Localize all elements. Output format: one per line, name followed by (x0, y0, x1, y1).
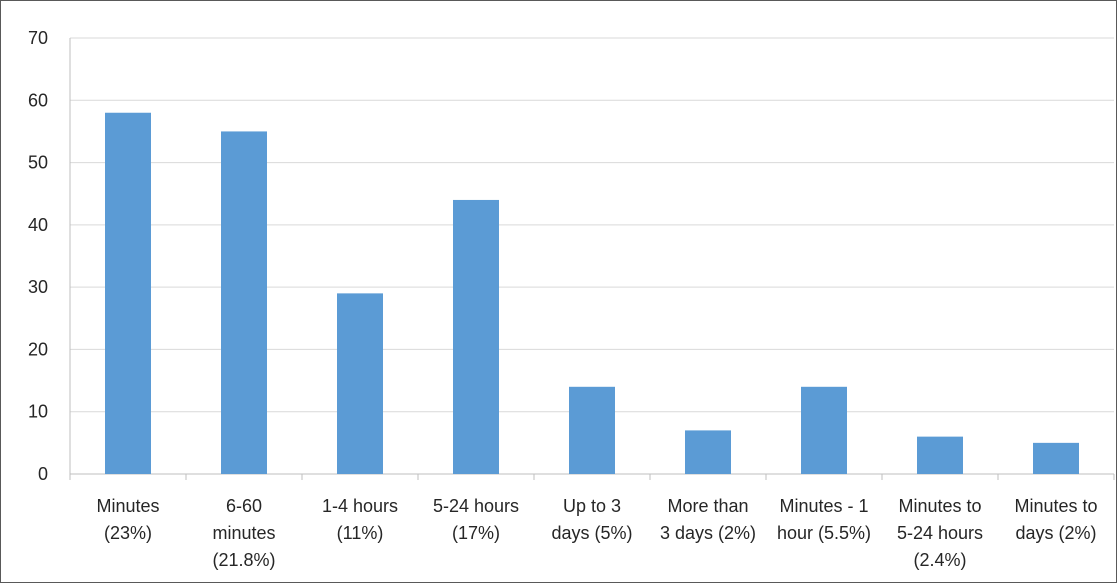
x-category-label: More than 3 days (2%) (660, 496, 756, 543)
x-category-label-line: 3 days (2%) (660, 523, 756, 543)
bar (917, 436, 963, 474)
bar (221, 131, 267, 474)
bar (569, 386, 615, 474)
x-category-label-line: Minutes (96, 496, 159, 516)
bar (685, 430, 731, 474)
y-tick-label: 50 (28, 153, 48, 173)
y-tick-label: 20 (28, 339, 48, 359)
bar (453, 199, 499, 474)
x-category-label-line: minutes (212, 523, 275, 543)
y-tick-label: 30 (28, 277, 48, 297)
bar (105, 112, 151, 474)
bar (337, 293, 383, 474)
x-category-label: Minutes - 1 hour (5.5%) (777, 496, 871, 543)
x-category-label-line: (11%) (337, 523, 384, 543)
x-category-label-line: Minutes - 1 (779, 496, 868, 516)
y-tick-label: 60 (28, 90, 48, 110)
x-category-label-line: (23%) (104, 523, 152, 543)
x-category-label-line: (17%) (452, 523, 500, 543)
x-category-label-line: 6-60 (226, 496, 262, 516)
x-category-label: 5-24 hours (17%) (433, 496, 519, 543)
x-category-label-line: Minutes to (1014, 496, 1097, 516)
x-category-label: Minutes to 5-24 hours (2.4%) (897, 496, 983, 570)
x-category-label-line: Minutes to (898, 496, 981, 516)
x-category-label-line: More than (667, 496, 748, 516)
x-category-label-line: (21.8%) (212, 550, 275, 570)
x-category-label: Up to 3 days (5%) (551, 496, 632, 543)
x-category-label-line: Up to 3 (563, 496, 621, 516)
x-category-label: 1-4 hours (11%) (322, 496, 398, 543)
x-category-label-line: 1-4 hours (322, 496, 398, 516)
x-category-label-line: days (2%) (1015, 523, 1096, 543)
x-category-label: Minutes (23%) (96, 496, 159, 543)
x-category-label: Minutes to days (2%) (1014, 496, 1097, 543)
x-category-label-line: hour (5.5%) (777, 523, 871, 543)
y-tick-label: 10 (28, 402, 48, 422)
bar (801, 386, 847, 474)
x-category-label-line: 5-24 hours (433, 496, 519, 516)
x-category-label-line: (2.4%) (913, 550, 966, 570)
bar (1033, 442, 1079, 474)
y-tick-label: 0 (38, 464, 48, 484)
x-category-label-line: 5-24 hours (897, 523, 983, 543)
y-tick-label: 70 (28, 28, 48, 48)
x-category-label: 6-60 minutes (21.8%) (212, 496, 275, 570)
y-tick-label: 40 (28, 215, 48, 235)
x-category-label-line: days (5%) (551, 523, 632, 543)
